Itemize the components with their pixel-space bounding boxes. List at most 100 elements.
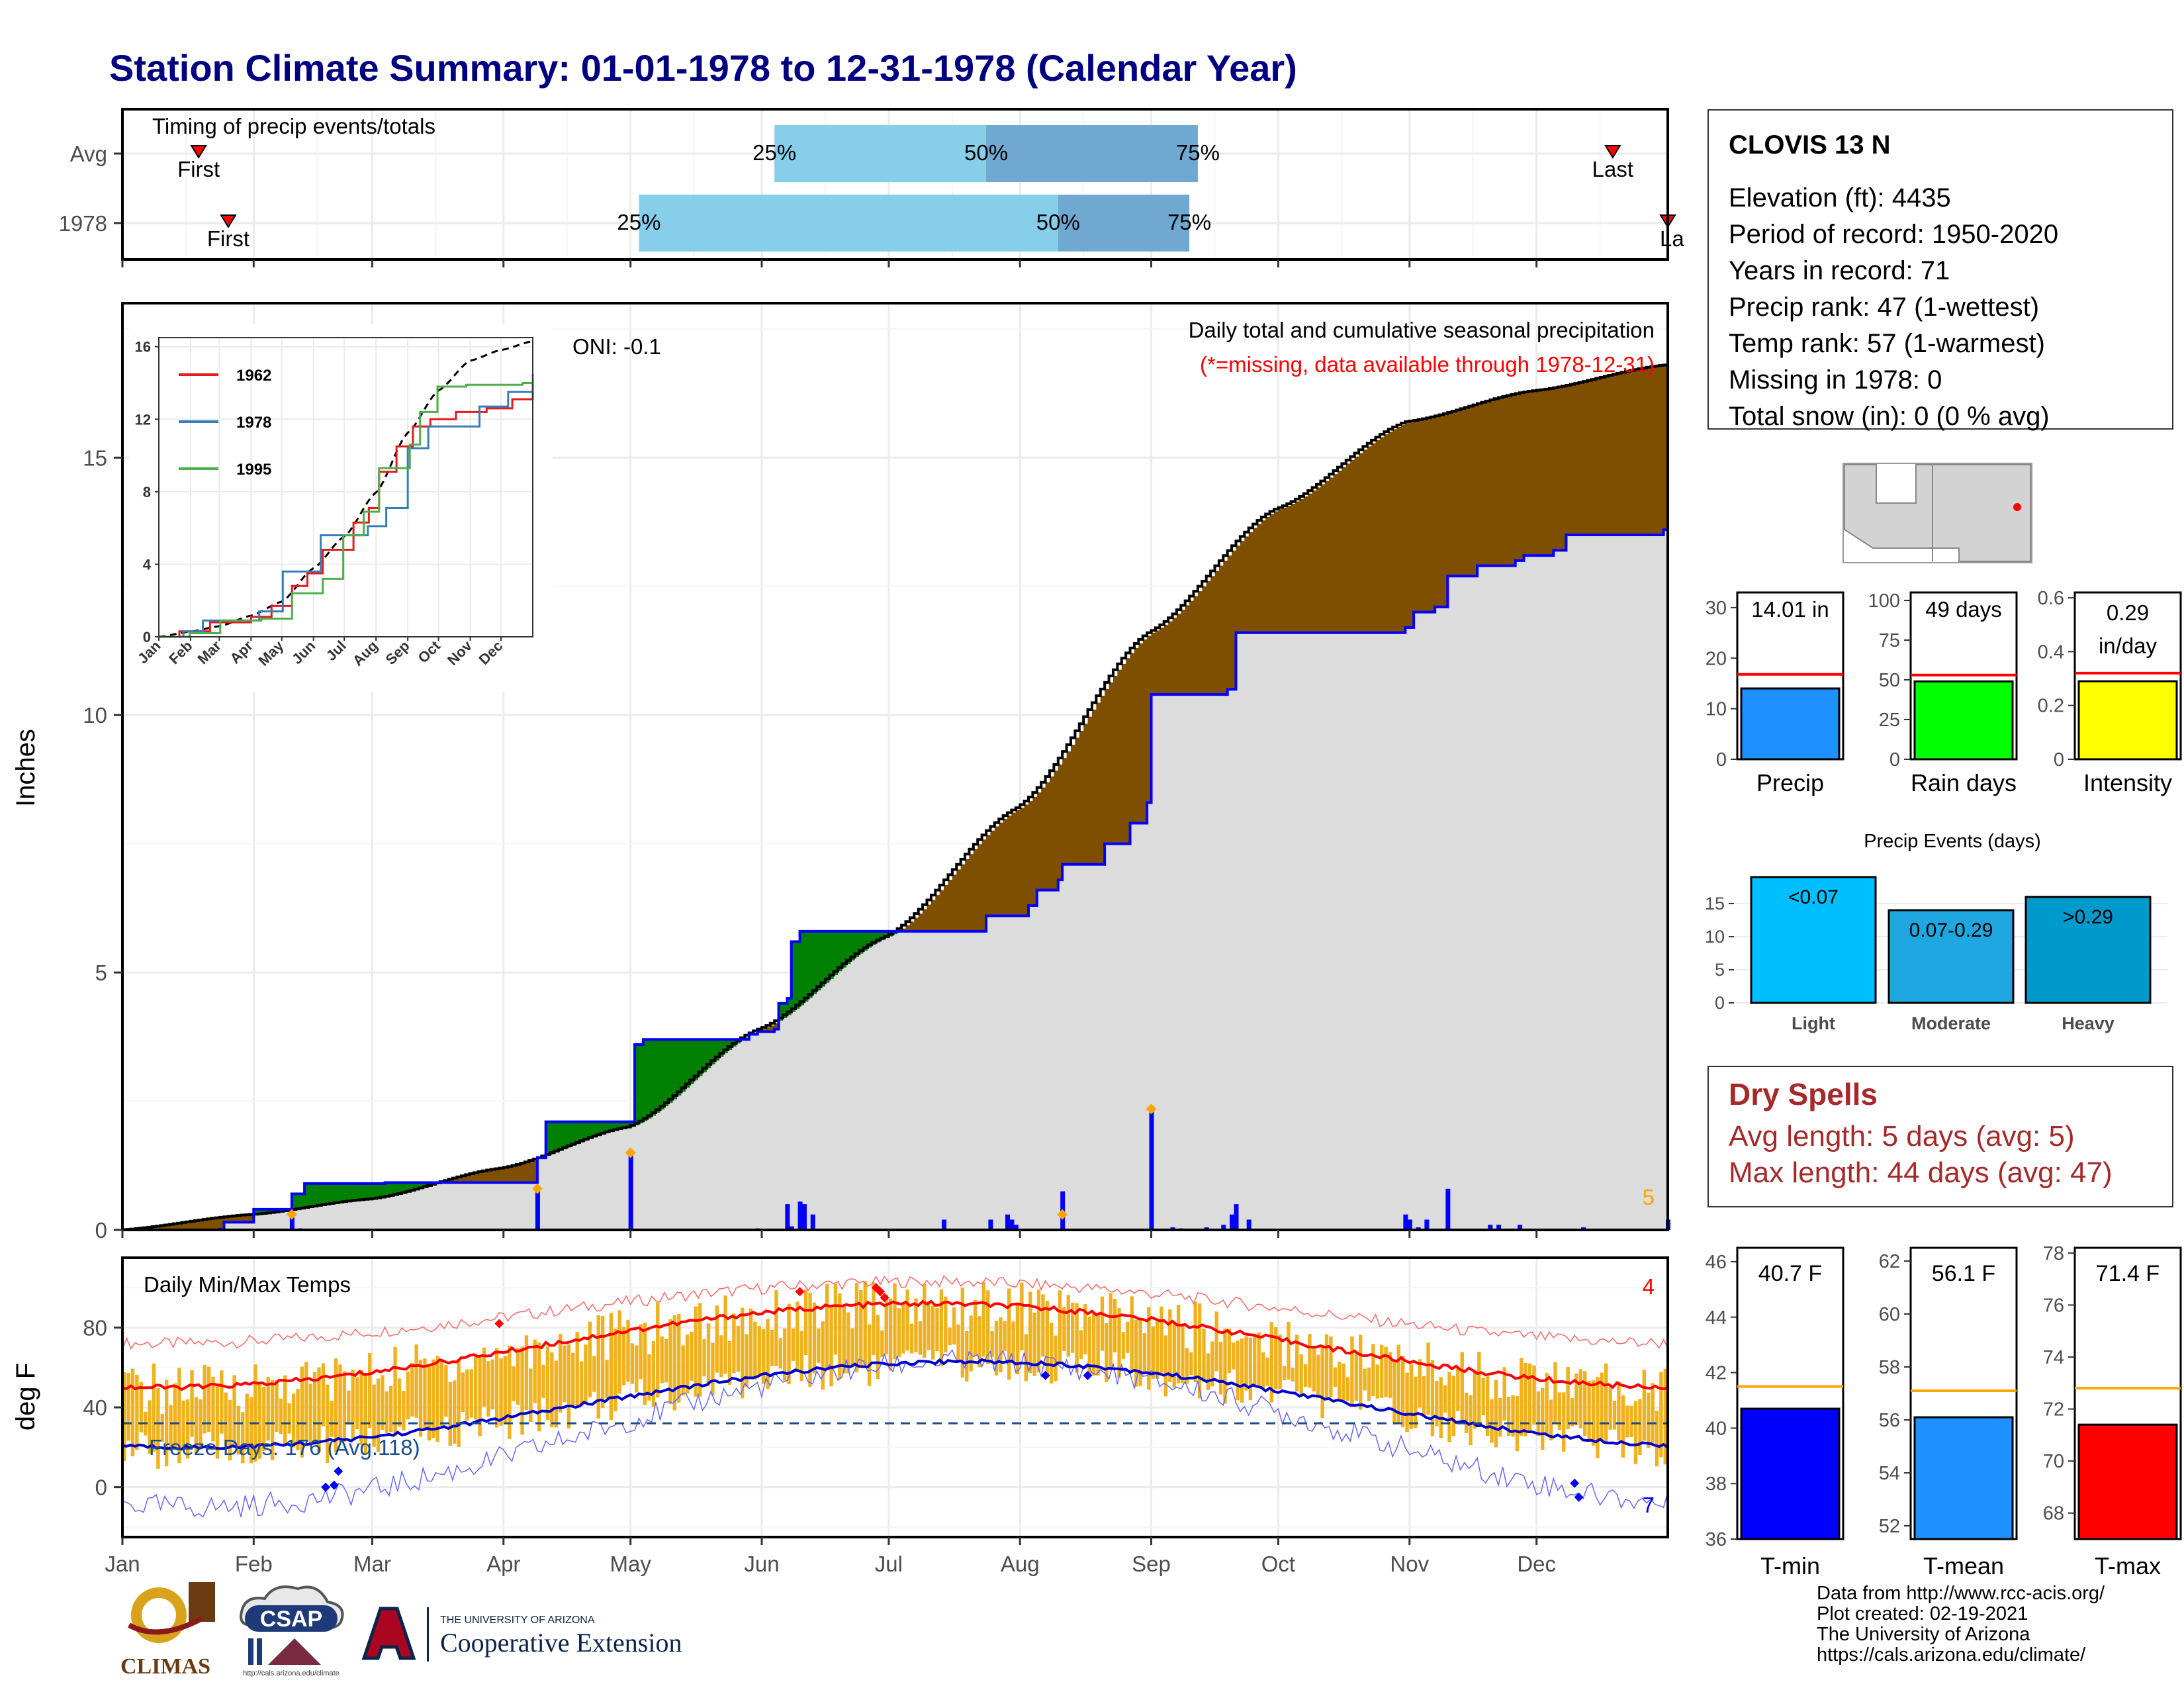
temp-daily-bar — [211, 1376, 215, 1442]
temp-daily-bar — [1303, 1364, 1308, 1387]
credit-line: The University of Arizona — [1817, 1624, 2030, 1645]
timing-bar-q25-q50 — [774, 125, 987, 182]
timing-first-label: First — [177, 157, 220, 181]
temp-daily-bar — [156, 1387, 160, 1469]
temp-daily-bar — [385, 1391, 389, 1433]
temp-daily-bar — [791, 1328, 796, 1361]
temp-daily-bar — [1214, 1311, 1218, 1372]
temp-record-low-marker — [329, 1480, 339, 1490]
precip-daily-bar — [988, 1219, 993, 1230]
temp-daily-bar — [931, 1305, 935, 1360]
timing-bar-q50-q75 — [1058, 195, 1190, 252]
precip-above-avg-fill — [122, 931, 902, 1230]
temp-daily-bar — [1612, 1401, 1617, 1430]
precip-daily-bar — [942, 1219, 947, 1230]
temp-y-label: deg F — [11, 1363, 40, 1430]
temp-daily-bar — [1574, 1373, 1578, 1426]
temp-daily-bar — [609, 1313, 614, 1421]
precip-observed-line — [122, 519, 1669, 1231]
temp-daily-bar — [203, 1364, 206, 1434]
inset-legend-label: 1962 — [236, 367, 271, 385]
temp-daily-bar — [986, 1290, 990, 1364]
temp-daily-bar — [1396, 1344, 1400, 1424]
temp-bar-y-tick-label: 76 — [2043, 1295, 2064, 1316]
temp-daily-bar — [194, 1397, 199, 1453]
temp-daily-bar — [732, 1313, 736, 1374]
temp-daily-bar — [432, 1359, 435, 1438]
temp-daily-bar — [1066, 1295, 1070, 1357]
temp-daily-bar — [727, 1340, 732, 1385]
temp-daily-bar — [621, 1327, 626, 1385]
temp-daily-bar — [1269, 1322, 1274, 1403]
temp-daily-bar — [503, 1356, 508, 1424]
csap-logo: CSAP http://cals.arizona.edu/climate — [240, 1585, 344, 1677]
temp-daily-bar — [291, 1393, 296, 1448]
ua-extension-logo: THE UNIVERSITY OF ARIZONA Cooperative Ex… — [361, 1607, 682, 1662]
temp-daily-bar — [520, 1346, 524, 1435]
events-y-tick-label: 0 — [1715, 993, 1725, 1013]
temp-daily-bar — [1308, 1334, 1312, 1388]
temp-daily-bar — [1253, 1333, 1257, 1385]
temp-daily-bar — [1515, 1396, 1520, 1452]
temp-bar-name: T-max — [2095, 1552, 2161, 1579]
temp-daily-bar — [698, 1303, 702, 1397]
summary-y-tick-label: 100 — [1868, 590, 1900, 612]
credit-line: https://cals.arizona.edu/climate/ — [1817, 1644, 2086, 1665]
temp-daily-bar — [766, 1319, 770, 1389]
temp-daily-bar — [681, 1345, 685, 1396]
temp-daily-bar — [1091, 1312, 1096, 1376]
temp-daily-bar — [435, 1356, 439, 1442]
summary-bar-label: 0.29 — [2107, 600, 2149, 625]
temp-x-tick-label: Mar — [353, 1552, 391, 1576]
events-category-label: Heavy — [2062, 1013, 2115, 1033]
temp-bar-y-tick-label: 60 — [1879, 1304, 1900, 1325]
events-category-label: Moderate — [1911, 1013, 1991, 1033]
timing-border — [121, 108, 1669, 261]
temp-record-high-line — [122, 1275, 1668, 1350]
temp-x-tick-label: Sep — [1132, 1552, 1171, 1576]
precip-daily-bar — [801, 1204, 807, 1230]
temp-daily-bar — [452, 1380, 457, 1444]
temp-daily-bar — [719, 1335, 723, 1378]
temp-x-tick-label: Oct — [1261, 1552, 1295, 1576]
temp-daily-bar — [312, 1372, 317, 1444]
summary-y-tick-label: 50 — [1879, 670, 1900, 691]
temp-daily-bar — [1375, 1364, 1379, 1399]
temp-daily-bar — [1240, 1338, 1244, 1403]
credit-line: Data from http://www.rcc-acis.org/ — [1817, 1583, 2105, 1604]
temp-record-low-marker — [1570, 1478, 1580, 1488]
summary-bars: 0 10 20 30 14.01 in Precip 0 25 50 75 100 49 days Ra… — [1706, 588, 2182, 796]
inset-y-tick-label: 8 — [143, 484, 151, 500]
temp-daily-bar — [1333, 1367, 1338, 1387]
temp-daily-bar — [1477, 1352, 1481, 1424]
temp-daily-bar — [1426, 1342, 1430, 1415]
temp-daily-bar — [1147, 1307, 1151, 1390]
temp-daily-bar — [418, 1360, 423, 1437]
temp-bar-value — [1740, 1407, 1841, 1540]
temp-daily-bar — [1345, 1377, 1350, 1401]
temp-daily-bar — [516, 1348, 520, 1405]
temp-daily-bar — [1443, 1385, 1447, 1413]
temp-daily-bar — [1439, 1377, 1443, 1438]
temp-daily-bar — [651, 1341, 656, 1407]
inset-y-tick-label: 4 — [143, 556, 152, 573]
temp-daily-bar — [355, 1377, 359, 1430]
summary-y-tick-label: 30 — [1706, 598, 1727, 619]
temp-bar-y-tick-label: 42 — [1706, 1363, 1727, 1384]
temp-daily-bar — [1278, 1335, 1282, 1389]
temp-daily-bar — [1168, 1309, 1172, 1382]
summary-y-tick-label: 75 — [1879, 630, 1900, 651]
summary-bar-label: in/day — [2099, 633, 2158, 658]
temp-daily-bar — [1189, 1352, 1193, 1376]
precip-y-tick-label: 0 — [95, 1218, 107, 1243]
events-title: Precip Events (days) — [1864, 831, 2041, 852]
summary-bar-value — [1740, 687, 1841, 761]
temp-daily-bar — [1329, 1336, 1333, 1397]
temp-daily-bar — [948, 1327, 952, 1346]
temp-daily-bar — [1663, 1368, 1667, 1465]
temp-daily-bar — [173, 1383, 177, 1450]
precip-daily-bar — [810, 1214, 815, 1230]
events-y-tick-label: 10 — [1705, 927, 1725, 947]
temp-daily-bar — [1536, 1391, 1541, 1436]
